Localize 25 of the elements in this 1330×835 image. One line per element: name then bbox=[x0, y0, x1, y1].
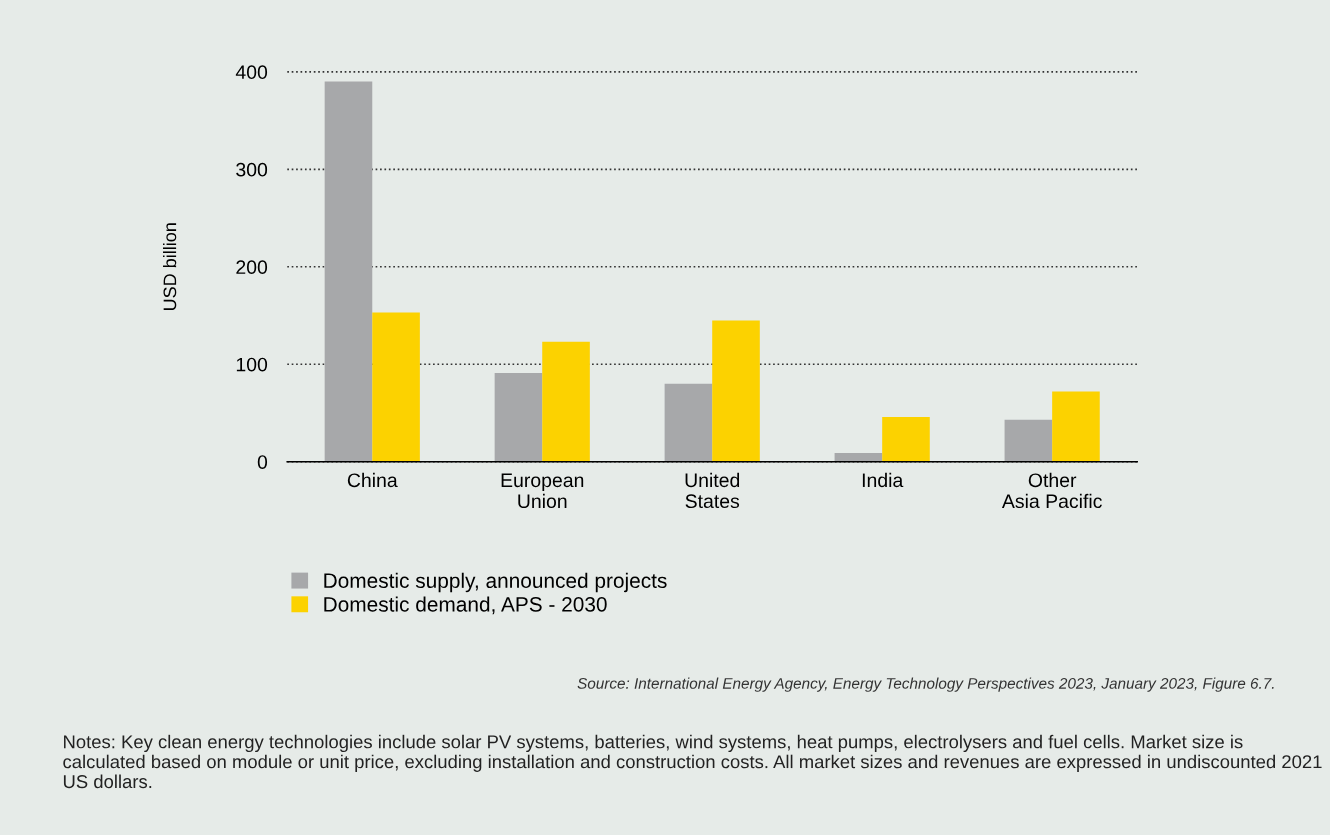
legend-label: Domestic demand, APS - 2030 bbox=[324, 596, 607, 615]
bar bbox=[1052, 391, 1100, 462]
x-tick-label: European Union bbox=[501, 473, 584, 509]
bar bbox=[324, 81, 373, 462]
y-tick-label: 300 bbox=[236, 162, 268, 177]
y-tick-label: 100 bbox=[236, 357, 268, 372]
bar bbox=[1004, 419, 1053, 462]
bar bbox=[372, 312, 420, 462]
x-tick-label: India bbox=[862, 472, 904, 488]
x-tick-label: Other Asia Pacific bbox=[1001, 472, 1102, 509]
bar bbox=[834, 452, 883, 462]
x-tick-label: United States bbox=[685, 472, 740, 509]
bar bbox=[882, 416, 930, 462]
text: Notes: Key clean energy technologies include solar PV systems, batteries, wind systems, heat pumps, electrolysers and fuel cells. Market size is calculated based on module or unit price, excluding installation and construction costs. All market sizes and revenues are expressed in undiscounted 2021 US dollars. bbox=[63, 734, 1322, 789]
y-tick-label: 200 bbox=[236, 260, 268, 275]
legend-label: Domestic supply, announced projects bbox=[324, 572, 667, 593]
y-tick-label: 400 bbox=[235, 65, 268, 80]
x-tick-label: China bbox=[347, 472, 398, 488]
bar bbox=[494, 373, 543, 462]
y-axis-title: USD billion bbox=[163, 223, 177, 311]
bar bbox=[542, 341, 590, 462]
bar bbox=[712, 320, 760, 462]
y-tick-label: 0 bbox=[257, 455, 268, 469]
bar bbox=[664, 383, 713, 462]
source-note: Source: International Energy Agency, Energy Technology Perspectives 2023, January 2023, Figure 6.7. bbox=[577, 677, 1274, 692]
